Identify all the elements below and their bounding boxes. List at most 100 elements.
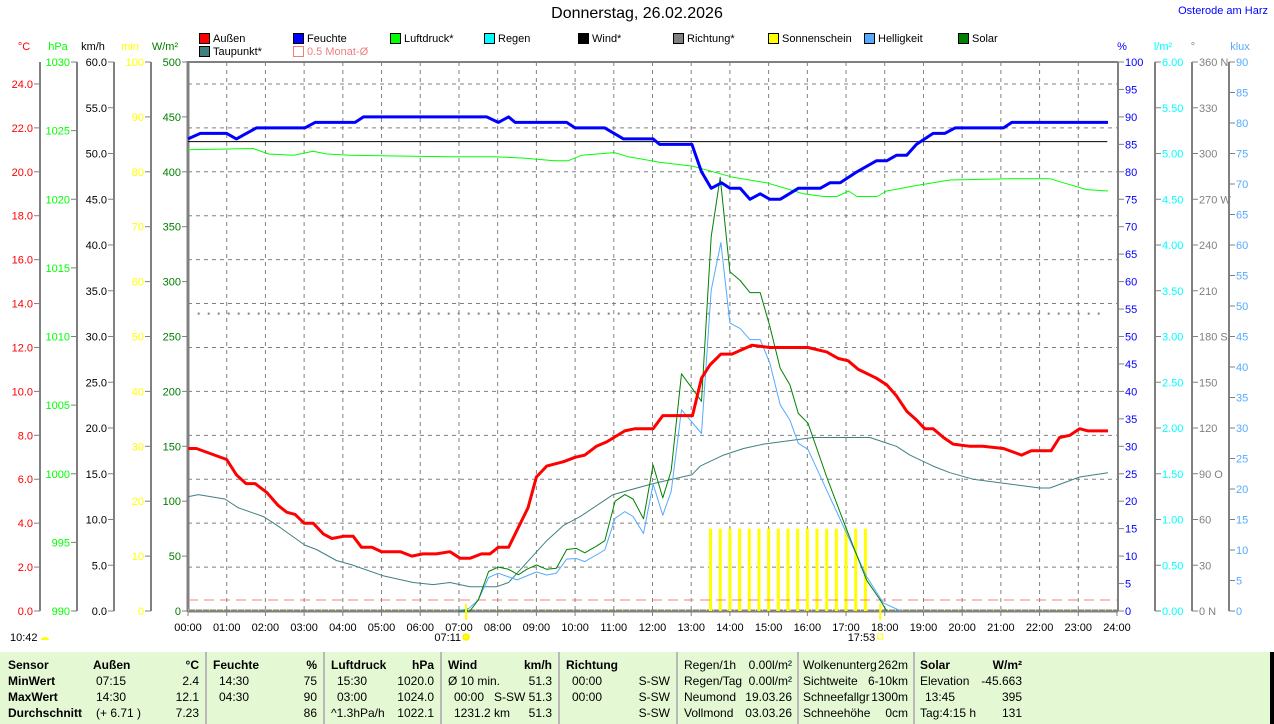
sunshine-bar — [863, 528, 867, 611]
axis-tick-label: 10 — [1236, 545, 1248, 557]
axis-tick-label: 500 — [163, 57, 181, 69]
feuchte-min: 75 — [303, 674, 317, 688]
series-au-en — [188, 343, 1108, 560]
axis-tick-label: 330 — [1199, 103, 1217, 115]
sun-icon — [462, 633, 470, 641]
misc-value: 0.00l/m² — [748, 658, 792, 672]
x-tick-label: 01:00 — [213, 622, 241, 634]
axis-tick-label: 200 — [163, 386, 181, 398]
legend-swatch — [199, 46, 210, 57]
misc-value: 03.03.26 — [745, 706, 792, 720]
sunshine-bar — [747, 528, 751, 611]
axis-tick-label: 90 — [1236, 57, 1248, 69]
axis-unit-label: ° — [1191, 41, 1195, 53]
sunshine-bar — [728, 528, 732, 611]
axis-tick-label: 14.0 — [12, 299, 33, 311]
axis-wm2: W/m² 0 50 100 150 200 250 300 350 400 450 500 — [152, 41, 189, 618]
axis-tick-label: 30 — [132, 441, 144, 453]
solar-value: 131 — [1001, 706, 1022, 720]
axis-tick-label: 270 W — [1199, 194, 1231, 206]
sunshine-bar — [825, 528, 829, 611]
sunshine-bar — [844, 528, 848, 611]
legend-item: Regen — [484, 32, 530, 45]
misc-label: Schneehöhe — [803, 706, 871, 720]
x-tick-label: 12:00 — [639, 622, 667, 634]
chart-title: Donnerstag, 26.02.2026 — [551, 5, 723, 22]
axis-tick-label: 450 — [163, 112, 181, 124]
luftdruck-unit: hPa — [411, 658, 434, 672]
axis-tick-label: 5 — [1125, 579, 1131, 591]
x-tick-label: 16:00 — [794, 622, 822, 634]
axis-tick-label: 60 — [1125, 277, 1137, 289]
misc-value: 6-10km — [867, 674, 908, 688]
solar-title: Solar — [920, 658, 951, 672]
solar-label: Tag:4:15 h — [920, 706, 977, 720]
aussen-max: 12.1 — [175, 690, 199, 704]
axis-tick-label: 0.0 — [92, 606, 107, 618]
feuchte-max: 90 — [303, 690, 317, 704]
x-tick-label: 24:00 — [1103, 622, 1131, 634]
misc-label: Neumond — [684, 690, 737, 704]
axis-tick-label: 24.0 — [12, 79, 33, 91]
axis-tick-label: 80 — [1125, 167, 1137, 179]
axis-unit-label: W/m² — [152, 41, 179, 53]
sunshine-bar — [776, 528, 780, 611]
legend-label: Helligkeit — [878, 32, 923, 45]
sunshine-bar — [757, 528, 761, 611]
axis-tick-label: 10.0 — [12, 386, 33, 398]
axis-tick-label: 1015 — [46, 263, 70, 275]
legend-swatch — [958, 33, 969, 44]
legend-swatch — [673, 33, 684, 44]
grid — [188, 62, 1117, 611]
series-helligkeit — [456, 242, 902, 612]
aussen-avg-note: (+ 6.71 ) — [96, 706, 142, 720]
axis-tick-label: 1000 — [46, 469, 70, 481]
stats-block-richtung: Richtung 00:00 S-SW 00:00 S-SW S-SW — [560, 652, 678, 724]
stats-block-feuchte: Feuchte% 14:30 75 04:30 90 86 — [207, 652, 325, 724]
axis-tick-label: 400 — [163, 167, 181, 179]
axis-tick-label: 2.50 — [1162, 377, 1183, 389]
x-tick-label: 10:00 — [561, 622, 589, 634]
sunshine-bar — [815, 528, 819, 611]
axis-tick-label: 150 — [1199, 377, 1217, 389]
axis-tick-label: 55 — [1236, 271, 1248, 283]
axis-tick-label: 70 — [132, 222, 144, 234]
aussen-title: Außen — [93, 658, 131, 672]
legend-label: 0.5 Monat-Ø — [307, 45, 369, 58]
axis-tick-label: 60.0 — [86, 57, 107, 69]
luftdruck-max-time: 03:00 — [337, 690, 368, 704]
legend-swatch — [199, 33, 210, 44]
stats-block-solar: Solar W/m² Elevation -45.663 13:45 395 Tag:… — [915, 652, 1030, 724]
axis-tick-label: 50 — [1125, 332, 1137, 344]
axis-tick-label: 18.0 — [12, 211, 33, 223]
row-label: Sensor — [8, 658, 49, 672]
x-tick-label: 19:00 — [910, 622, 938, 634]
axis-tick-label: 990 — [52, 606, 70, 618]
wind-title: Wind — [448, 658, 478, 672]
feuchte-title: Feuchte — [213, 658, 260, 672]
legend-label: Sonnenschein — [782, 32, 852, 45]
axis-tick-label: 60 — [1199, 515, 1211, 527]
aussen-min-time: 07:15 — [96, 674, 127, 688]
sunshine-bar — [738, 528, 742, 611]
axis-tick-label: 6.0 — [18, 474, 33, 486]
axis-tick-label: 65 — [1236, 210, 1248, 222]
axis-tick-label: 210 — [1199, 286, 1217, 298]
axis-tick-label: 10 — [132, 551, 144, 563]
x-tick-label: 06:00 — [406, 622, 434, 634]
axis-tick-label: 65 — [1125, 249, 1137, 261]
sunshine-bar — [805, 528, 809, 611]
x-tick-label: 02:00 — [252, 622, 280, 634]
axis-tick-label: 90 — [132, 112, 144, 124]
axis-tick-label: 70 — [1125, 222, 1137, 234]
aussen-max-time: 14:30 — [96, 690, 127, 704]
luftdruck-min-time: 15:30 — [337, 674, 368, 688]
axis-kmh: km/h 0.0 5.0 10.0 15.0 20.0 25.0 30.0 35.0 40.0 45… — [81, 41, 115, 618]
x-tick-label: 17:00 — [832, 622, 860, 634]
x-tick-label: 11:00 — [600, 622, 627, 634]
axis-tick-label: 0 — [1125, 606, 1131, 618]
legend-swatch — [864, 33, 875, 44]
axis-tick-label: 4.50 — [1162, 194, 1183, 206]
series-feuchte — [187, 115, 1108, 201]
x-tick-label: 08:00 — [484, 622, 512, 634]
